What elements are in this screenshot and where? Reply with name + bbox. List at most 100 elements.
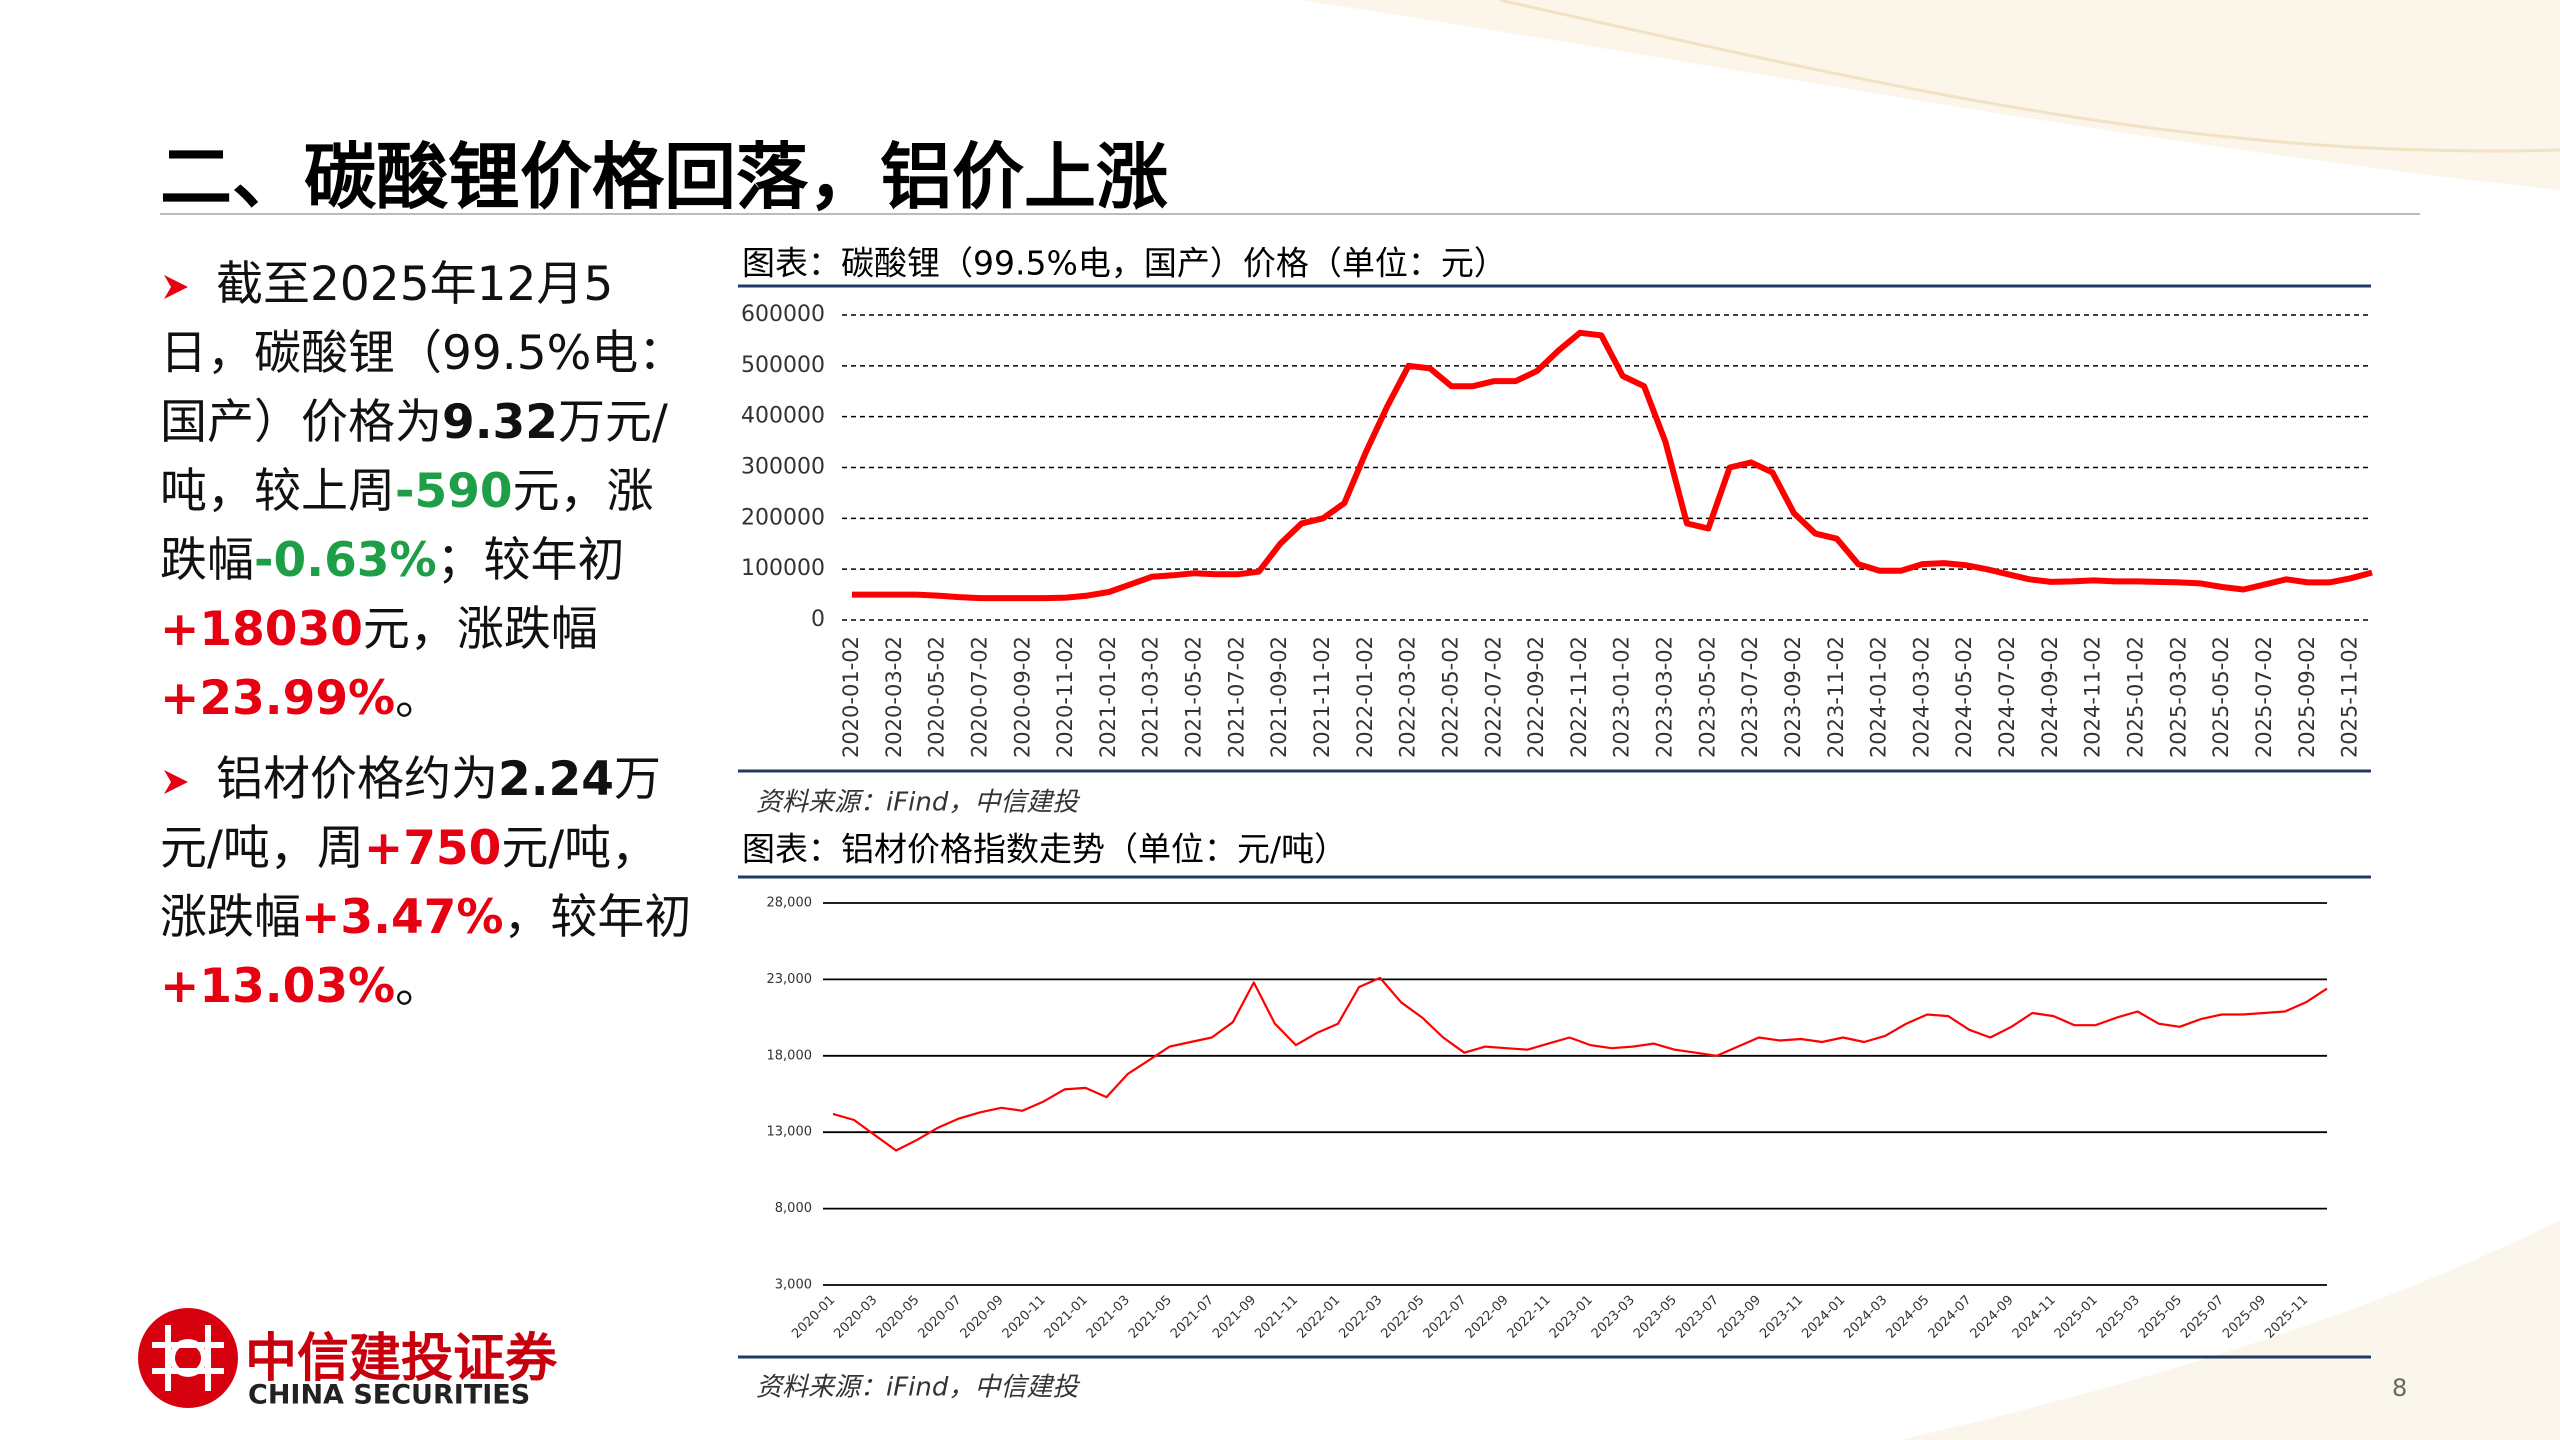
x-tick-label: 2020-05: [873, 1293, 922, 1342]
x-tick-label: 2023-05-02: [1695, 636, 1719, 758]
x-tick-label: 2023-07-02: [1738, 636, 1762, 758]
text-run: +3.47%: [301, 890, 504, 945]
chart-source: 资料来源：iFind，中信建投: [756, 1373, 1080, 1403]
x-tick-label: 2020-01: [789, 1293, 838, 1342]
x-tick-label: 2021-09: [1210, 1293, 1259, 1342]
chart-title: 图表：铝材价格指数走势（单位：元/吨）: [742, 830, 1347, 869]
text-run: -590: [395, 464, 513, 519]
x-tick-label: 2021-01-02: [1096, 636, 1120, 758]
x-tick-label: 2022-01-02: [1353, 636, 1377, 758]
x-tick-label: 2025-09-02: [2295, 636, 2319, 758]
text-run: 铝材价格约为: [216, 752, 498, 807]
x-tick-label: 2020-05-02: [925, 636, 949, 758]
chart-source: 资料来源：iFind，中信建投: [756, 788, 1080, 818]
x-tick-label: 2024-01-02: [1867, 636, 1891, 758]
text-run: 。: [395, 671, 443, 726]
page-number: 8: [2392, 1374, 2408, 1402]
bullet: 截至2025年12月5日，碳酸锂（99.5%电：国产）价格为9.32万元/吨，较…: [160, 250, 700, 733]
x-tick-label: 2022-09-02: [1524, 636, 1548, 758]
bullet-marker: [160, 250, 216, 319]
x-tick-label: 2023-03-02: [1653, 636, 1677, 758]
x-tick-label: 2020-07: [916, 1293, 965, 1342]
x-tick-label: 2024-03-02: [1909, 636, 1933, 758]
x-tick-label: 2021-11: [1252, 1293, 1301, 1342]
x-tick-label: 2023-05: [1631, 1293, 1680, 1342]
x-tick-label: 2025-05-02: [2209, 636, 2233, 758]
x-tick-label: 2025-03: [2094, 1293, 2143, 1342]
y-tick-label: 8,000: [775, 1201, 812, 1216]
x-tick-label: 2025-01-02: [2124, 636, 2148, 758]
x-tick-label: 2020-11-02: [1053, 636, 1077, 758]
x-tick-label: 2021-09-02: [1267, 636, 1291, 758]
arrow: [164, 770, 188, 794]
y-tick-label: 28,000: [767, 896, 813, 911]
x-tick-label: 2022-05-02: [1438, 636, 1462, 758]
x-tick-label: 2024-05: [1883, 1293, 1932, 1342]
x-tick-label: 2022-11: [1505, 1293, 1554, 1342]
text-run: 元/吨，涨跌幅: [160, 821, 659, 945]
bg-decor: [1300, 0, 2560, 190]
x-tick-label: 2022-05: [1378, 1293, 1427, 1342]
text-run: 截至2025年12月5日，碳酸锂（99.5%电：国产）价格为: [160, 257, 686, 450]
x-tick-label: 2021-03: [1084, 1293, 1133, 1342]
x-tick-label: 2024-07-02: [1995, 636, 2019, 758]
y-tick-label: 3,000: [775, 1278, 812, 1293]
x-tick-label: 2022-09: [1463, 1293, 1512, 1342]
text-run: +750: [363, 821, 502, 876]
x-tick-label: 2020-01-02: [839, 636, 863, 758]
x-tick-label: 2023-01: [1547, 1293, 1596, 1342]
x-tick-label: 2020-09-02: [1010, 636, 1034, 758]
x-tick-label: 2020-03: [831, 1293, 880, 1342]
bullet-marker: [160, 745, 216, 814]
x-tick-label: 2023-11: [1757, 1293, 1806, 1342]
x-tick-label: 2025-07-02: [2252, 636, 2276, 758]
x-tick-label: 2025-01: [2052, 1293, 2101, 1342]
x-tick-label: 2021-05-02: [1182, 636, 1206, 758]
x-tick-label: 2022-07-02: [1481, 636, 1505, 758]
x-tick-label: 2024-09: [1968, 1293, 2017, 1342]
text-run: 万元/吨，周: [160, 752, 661, 876]
text-run: 元，涨跌幅: [362, 602, 598, 657]
y-tick-label: 0: [811, 607, 825, 632]
text-run: -0.63%: [254, 533, 437, 588]
data-line: [852, 329, 2373, 602]
x-tick-label: 2024-07: [1926, 1293, 1975, 1342]
y-tick-label: 300000: [741, 455, 825, 480]
text-run: 元，涨跌幅: [160, 464, 654, 588]
x-tick-label: 2024-09-02: [2038, 636, 2062, 758]
x-tick-label: 2020-03-02: [882, 636, 906, 758]
x-tick-label: 2021-01: [1042, 1293, 1091, 1342]
y-tick-label: 200000: [741, 505, 825, 530]
x-tick-label: 2024-03: [1841, 1293, 1890, 1342]
bg-curve: [1499, 0, 2560, 153]
logo-mark: [138, 1308, 238, 1408]
text-run: +23.99%: [160, 671, 396, 726]
data-line: [832, 976, 2328, 1152]
x-tick-label: 2022-07: [1421, 1293, 1470, 1342]
x-tick-label: 2024-01: [1799, 1293, 1848, 1342]
text-run: 2.24: [498, 752, 614, 807]
x-tick-label: 2021-07: [1168, 1293, 1217, 1342]
text-run: ，较年初: [503, 890, 692, 945]
x-tick-label: 2024-05-02: [1952, 636, 1976, 758]
x-tick-label: 2025-03-02: [2166, 636, 2190, 758]
x-tick-label: 2024-11: [2010, 1293, 2059, 1342]
x-tick-label: 2023-09-02: [1781, 636, 1805, 758]
x-tick-label: 2020-07-02: [967, 636, 991, 758]
x-tick-label: 2025-05: [2136, 1293, 2185, 1342]
bullet: 铝材价格约为2.24万元/吨，周+750元/吨，涨跌幅+3.47%，较年初 +13…: [160, 745, 700, 1021]
bg-decor: [1900, 1220, 2560, 1440]
x-tick-label: 2021-11-02: [1310, 636, 1334, 758]
logo-name-en: CHINA SECURITIES: [248, 1380, 530, 1411]
x-tick-label: 2023-07: [1673, 1293, 1722, 1342]
logo-name: 中信建投证券: [245, 1329, 558, 1389]
text-run: +18030: [160, 602, 363, 657]
logo-pattern: [152, 1325, 224, 1391]
text-run: ；较年初: [436, 533, 625, 588]
x-tick-label: 2025-11-02: [2338, 636, 2362, 758]
slide-title: 二、碳酸锂价格回落，铝价上涨: [160, 135, 1169, 219]
x-tick-label: 2022-11-02: [1567, 636, 1591, 758]
y-tick-label: 18,000: [767, 1048, 813, 1063]
x-tick-label: 2020-11: [1000, 1293, 1049, 1342]
